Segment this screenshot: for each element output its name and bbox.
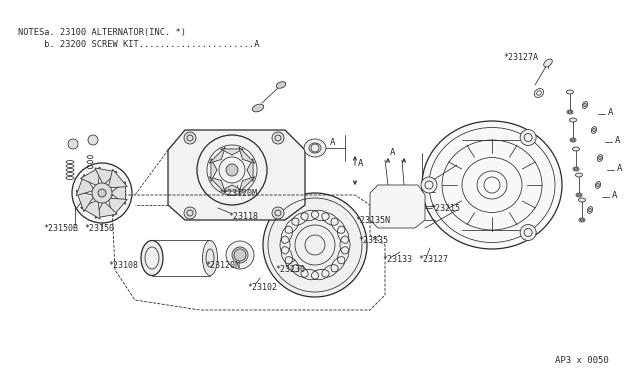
Circle shape <box>98 189 106 197</box>
Polygon shape <box>95 168 117 185</box>
Ellipse shape <box>226 241 254 269</box>
Text: *23102: *23102 <box>247 283 277 292</box>
Text: *23230: *23230 <box>275 266 305 275</box>
Ellipse shape <box>573 167 579 171</box>
Circle shape <box>520 225 536 241</box>
Text: *23215: *23215 <box>430 203 460 212</box>
Polygon shape <box>76 190 95 212</box>
Circle shape <box>92 183 112 203</box>
Circle shape <box>520 129 536 145</box>
Polygon shape <box>370 185 425 228</box>
Text: A: A <box>617 164 622 173</box>
Ellipse shape <box>597 155 603 161</box>
Circle shape <box>234 249 246 261</box>
Text: A: A <box>358 158 364 167</box>
Ellipse shape <box>595 182 600 188</box>
Ellipse shape <box>579 198 586 202</box>
Ellipse shape <box>579 218 585 222</box>
Text: *23150: *23150 <box>84 224 114 232</box>
Ellipse shape <box>591 126 596 134</box>
Polygon shape <box>221 185 243 191</box>
Polygon shape <box>211 158 217 182</box>
Polygon shape <box>221 149 243 155</box>
Polygon shape <box>108 169 127 188</box>
Text: *23120N: *23120N <box>205 260 240 269</box>
Polygon shape <box>239 147 255 163</box>
Text: A: A <box>390 148 396 157</box>
Circle shape <box>68 139 78 149</box>
Ellipse shape <box>570 138 576 142</box>
Circle shape <box>263 193 367 297</box>
Polygon shape <box>76 174 95 196</box>
Ellipse shape <box>276 82 286 88</box>
Polygon shape <box>239 177 255 193</box>
Circle shape <box>88 135 98 145</box>
Polygon shape <box>209 147 225 163</box>
Ellipse shape <box>575 173 582 177</box>
Circle shape <box>272 132 284 144</box>
Polygon shape <box>108 198 127 217</box>
Circle shape <box>272 207 284 219</box>
Text: NOTESa. 23100 ALTERNATOR(INC. *): NOTESa. 23100 ALTERNATOR(INC. *) <box>18 28 186 37</box>
Text: *23135N: *23135N <box>355 215 390 224</box>
Ellipse shape <box>567 110 573 114</box>
Text: *23150B: *23150B <box>43 224 78 232</box>
Ellipse shape <box>232 247 248 263</box>
Text: b. 23200 SCREW KIT......................A: b. 23200 SCREW KIT......................… <box>18 40 259 49</box>
Ellipse shape <box>304 139 326 157</box>
Ellipse shape <box>544 59 552 67</box>
Text: *23135: *23135 <box>358 235 388 244</box>
Text: *23127A: *23127A <box>503 52 538 61</box>
Ellipse shape <box>422 121 562 249</box>
Ellipse shape <box>202 241 218 276</box>
Ellipse shape <box>573 147 579 151</box>
Text: *23120M: *23120M <box>222 189 257 198</box>
Polygon shape <box>168 130 305 220</box>
Text: AP3 x 0050: AP3 x 0050 <box>555 356 609 365</box>
Text: A: A <box>612 190 618 199</box>
Ellipse shape <box>252 104 264 112</box>
Polygon shape <box>209 177 225 193</box>
Text: A: A <box>330 138 335 147</box>
Text: *23108: *23108 <box>108 260 138 269</box>
Circle shape <box>184 207 196 219</box>
Text: A: A <box>615 135 620 144</box>
Circle shape <box>421 177 437 193</box>
Ellipse shape <box>566 90 573 94</box>
Text: *23133: *23133 <box>382 256 412 264</box>
Ellipse shape <box>582 102 588 108</box>
Circle shape <box>226 164 238 176</box>
Polygon shape <box>81 167 100 186</box>
Polygon shape <box>247 158 253 182</box>
Ellipse shape <box>570 118 577 122</box>
Circle shape <box>72 163 132 223</box>
Text: *23127: *23127 <box>418 256 448 264</box>
Ellipse shape <box>588 206 593 214</box>
Polygon shape <box>81 200 100 219</box>
Ellipse shape <box>576 193 582 197</box>
Text: A: A <box>608 108 613 116</box>
Text: *23118: *23118 <box>228 212 258 221</box>
Circle shape <box>184 132 196 144</box>
Ellipse shape <box>141 241 163 276</box>
Polygon shape <box>110 182 125 204</box>
Polygon shape <box>95 201 117 218</box>
